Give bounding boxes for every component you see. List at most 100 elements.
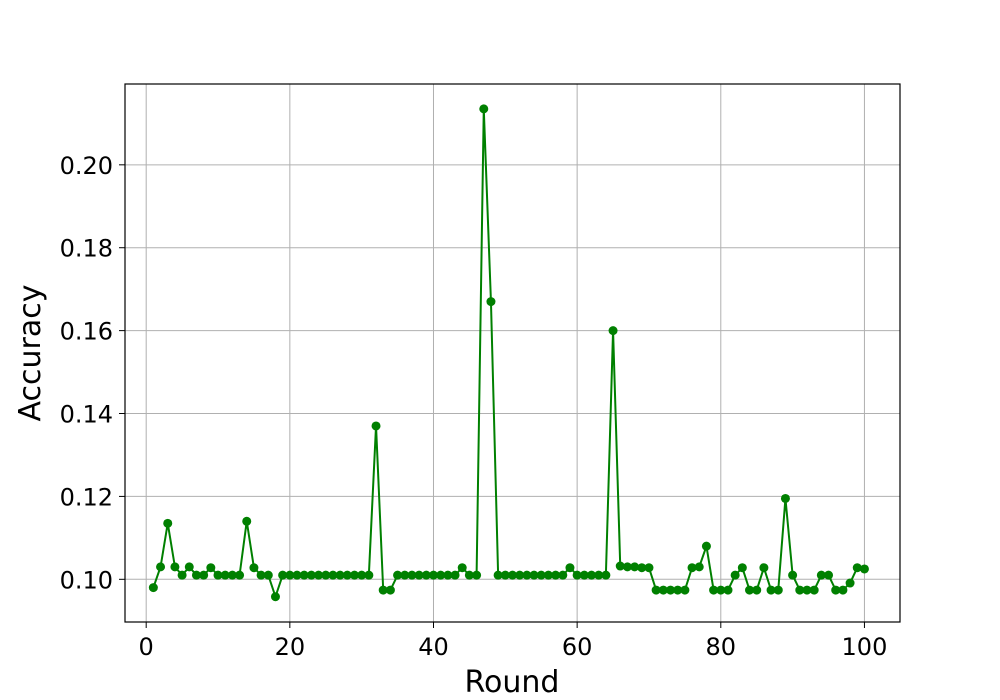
data-point: [148, 583, 158, 593]
data-point: [730, 570, 740, 580]
y-tick-label: 0.16: [60, 318, 113, 346]
data-point: [529, 570, 539, 580]
data-point: [177, 570, 187, 580]
data-point: [522, 570, 532, 580]
data-point: [579, 570, 589, 580]
data-point: [644, 563, 654, 573]
data-point: [270, 592, 280, 602]
data-point: [852, 563, 862, 573]
x-tick-label: 60: [562, 633, 593, 661]
y-tick-label: 0.20: [60, 152, 113, 180]
data-point: [227, 570, 237, 580]
data-point: [191, 570, 201, 580]
data-point: [687, 563, 697, 573]
data-point: [831, 585, 841, 595]
data-point: [766, 585, 776, 595]
data-point: [795, 585, 805, 595]
data-point: [838, 585, 848, 595]
data-point: [184, 562, 194, 572]
data-point: [206, 563, 216, 573]
data-point: [299, 570, 309, 580]
data-point: [637, 563, 647, 573]
data-point: [773, 585, 783, 595]
data-point: [745, 585, 755, 595]
data-point: [450, 570, 460, 580]
data-point: [428, 570, 438, 580]
series-line: [152, 107, 865, 598]
data-point: [472, 570, 482, 580]
data-point: [565, 563, 575, 573]
data-point: [385, 585, 395, 595]
plot-frame: [124, 83, 901, 623]
data-point: [701, 541, 711, 551]
data-point: [256, 570, 266, 580]
data-point: [321, 570, 331, 580]
data-point: [752, 585, 762, 595]
data-point: [479, 104, 489, 114]
data-point: [759, 563, 769, 573]
data-point: [658, 585, 668, 595]
data-point: [508, 570, 517, 580]
data-point: [220, 570, 230, 580]
data-point: [278, 570, 288, 580]
y-axis-label: Accuracy: [13, 285, 48, 422]
data-point: [551, 570, 561, 580]
data-point: [156, 562, 166, 572]
data-point: [601, 570, 611, 580]
data-point: [543, 570, 553, 580]
data-point: [400, 570, 410, 580]
data-point: [407, 570, 417, 580]
data-point: [666, 585, 676, 595]
data-point: [680, 585, 690, 595]
data-point: [587, 570, 597, 580]
data-point: [328, 570, 338, 580]
x-tick-label: 100: [842, 633, 888, 661]
data-point: [421, 570, 431, 580]
data-point: [292, 570, 302, 580]
data-point: [436, 570, 446, 580]
data-point: [651, 585, 661, 595]
data-point: [314, 570, 324, 580]
data-point: [608, 326, 618, 336]
data-point: [558, 570, 568, 580]
data-point: [780, 493, 790, 503]
series: [148, 104, 869, 602]
data-point: [515, 570, 525, 580]
data-point: [349, 570, 359, 580]
data-point: [342, 570, 352, 580]
data-point: [393, 570, 403, 580]
grid: [125, 84, 900, 622]
data-point: [493, 570, 503, 580]
y-tick-label: 0.10: [60, 566, 113, 594]
x-axis-label: Round: [465, 665, 560, 700]
data-point: [630, 562, 640, 572]
data-point: [737, 563, 747, 573]
data-point: [242, 516, 252, 526]
data-point: [414, 570, 424, 580]
data-point: [859, 564, 869, 574]
data-point: [809, 585, 819, 595]
data-point: [163, 518, 173, 528]
data-point: [249, 563, 259, 573]
y-tick-label: 0.14: [60, 401, 113, 429]
data-point: [673, 585, 683, 595]
data-point: [536, 570, 546, 580]
data-point: [170, 562, 180, 572]
data-point: [213, 570, 223, 580]
data-point: [716, 585, 726, 595]
data-point: [615, 561, 625, 571]
data-point: [364, 570, 374, 580]
data-point: [816, 570, 826, 580]
x-tick-label: 40: [418, 633, 449, 661]
data-point: [285, 570, 295, 580]
data-point: [622, 562, 632, 572]
data-point: [500, 570, 510, 580]
data-point: [788, 570, 798, 580]
data-point: [845, 578, 855, 588]
data-point: [371, 421, 381, 431]
data-point: [457, 563, 467, 573]
y-tick-label: 0.18: [60, 235, 113, 263]
data-point: [443, 570, 453, 580]
data-point: [572, 570, 582, 580]
